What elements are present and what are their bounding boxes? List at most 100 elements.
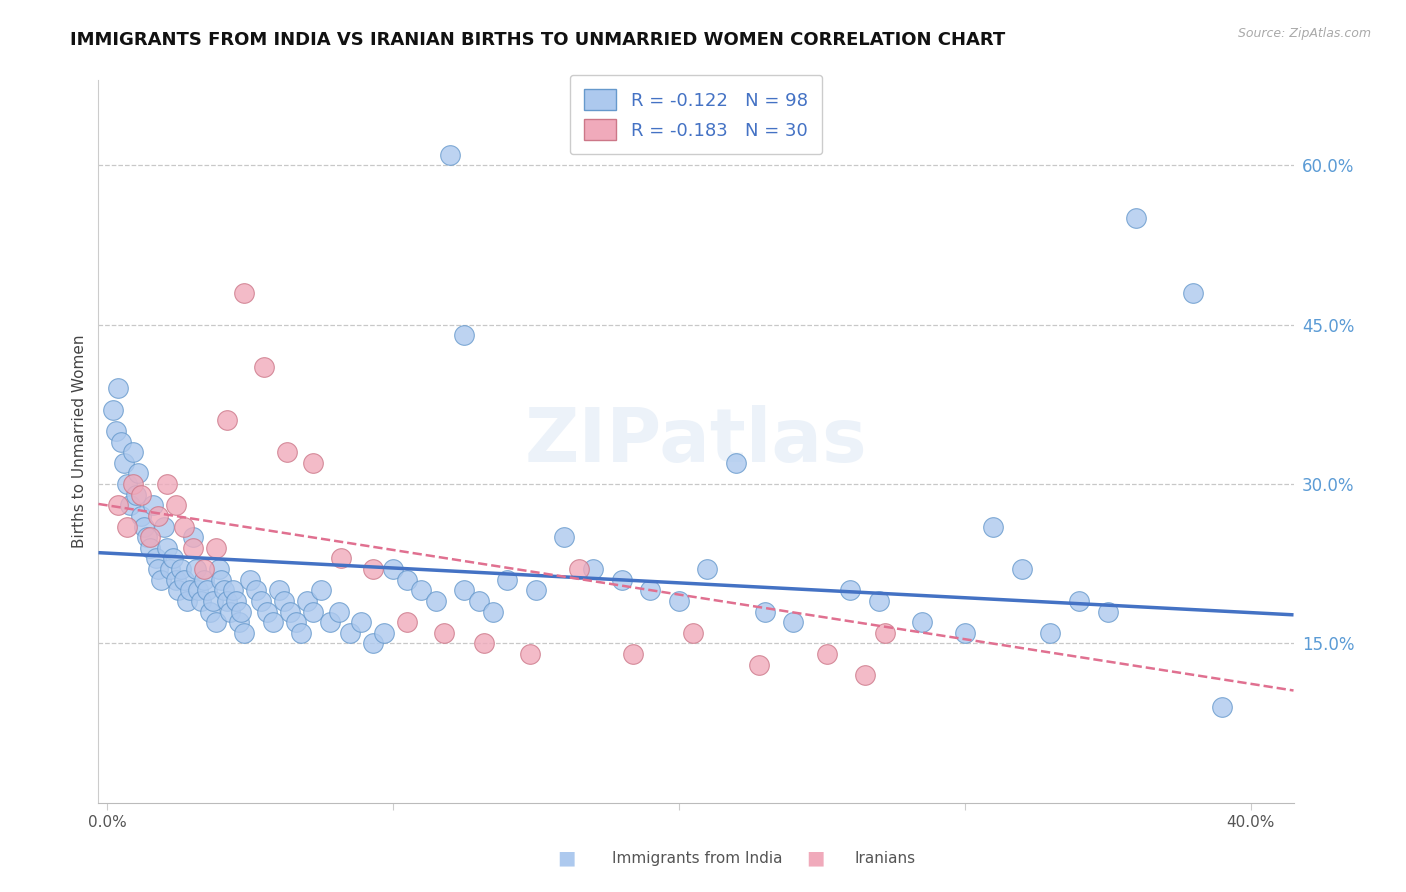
Point xyxy=(302,456,325,470)
Point xyxy=(284,615,307,630)
Point xyxy=(267,583,290,598)
Point xyxy=(373,625,395,640)
Point xyxy=(139,530,162,544)
Text: ■: ■ xyxy=(557,848,576,868)
Point xyxy=(519,647,541,661)
Point xyxy=(1097,605,1119,619)
Point xyxy=(124,488,146,502)
Point xyxy=(339,625,361,640)
Point xyxy=(724,456,747,470)
Point xyxy=(193,573,215,587)
Point xyxy=(176,594,198,608)
Point xyxy=(145,551,167,566)
Point xyxy=(425,594,447,608)
Point xyxy=(568,562,591,576)
Point xyxy=(262,615,284,630)
Point xyxy=(582,562,605,576)
Point xyxy=(911,615,934,630)
Point xyxy=(453,583,475,598)
Point xyxy=(181,541,204,555)
Point xyxy=(748,657,770,672)
Point xyxy=(127,467,149,481)
Point xyxy=(148,562,170,576)
Point xyxy=(121,477,143,491)
Point xyxy=(217,594,239,608)
Point xyxy=(754,605,776,619)
Point xyxy=(165,573,187,587)
Point xyxy=(233,285,256,300)
Point xyxy=(396,573,419,587)
Point xyxy=(165,498,187,512)
Point xyxy=(162,551,184,566)
Point xyxy=(439,147,461,161)
Point xyxy=(330,551,353,566)
Point xyxy=(222,583,245,598)
Point xyxy=(167,583,190,598)
Point xyxy=(1125,211,1147,226)
Text: IMMIGRANTS FROM INDIA VS IRANIAN BIRTHS TO UNMARRIED WOMEN CORRELATION CHART: IMMIGRANTS FROM INDIA VS IRANIAN BIRTHS … xyxy=(70,31,1005,49)
Text: ■: ■ xyxy=(806,848,825,868)
Point xyxy=(101,402,124,417)
Point xyxy=(467,594,489,608)
Point xyxy=(233,625,256,640)
Point xyxy=(104,424,127,438)
Point xyxy=(311,583,333,598)
Point xyxy=(278,605,301,619)
Y-axis label: Births to Unmarried Women: Births to Unmarried Women xyxy=(72,334,87,549)
Point xyxy=(621,647,644,661)
Point xyxy=(159,562,181,576)
Point xyxy=(290,625,312,640)
Point xyxy=(131,488,153,502)
Point xyxy=(207,562,229,576)
Point xyxy=(953,625,976,640)
Point xyxy=(328,605,350,619)
Legend: R = -0.122   N = 98, R = -0.183   N = 30: R = -0.122 N = 98, R = -0.183 N = 30 xyxy=(569,75,823,154)
Point xyxy=(131,508,153,523)
Point xyxy=(181,530,204,544)
Point xyxy=(173,573,195,587)
Point xyxy=(204,541,226,555)
Point xyxy=(276,445,298,459)
Point xyxy=(433,625,456,640)
Point xyxy=(253,360,276,375)
Point xyxy=(156,541,179,555)
Point xyxy=(361,636,384,650)
Point xyxy=(361,562,384,576)
Point xyxy=(179,583,201,598)
Point xyxy=(142,498,165,512)
Text: ZIPatlas: ZIPatlas xyxy=(524,405,868,478)
Point xyxy=(173,519,195,533)
Point xyxy=(1039,625,1062,640)
Point xyxy=(250,594,273,608)
Point xyxy=(295,594,318,608)
Point xyxy=(121,445,143,459)
Point xyxy=(201,594,224,608)
Point xyxy=(110,434,132,449)
Point xyxy=(136,530,159,544)
Point xyxy=(204,615,226,630)
Point xyxy=(482,605,505,619)
Text: Source: ZipAtlas.com: Source: ZipAtlas.com xyxy=(1237,27,1371,40)
Point xyxy=(212,583,235,598)
Point xyxy=(682,625,704,640)
Point xyxy=(190,594,212,608)
Point xyxy=(1211,700,1233,714)
Point xyxy=(411,583,433,598)
Point xyxy=(219,605,242,619)
Point xyxy=(256,605,278,619)
Point xyxy=(817,647,839,661)
Point xyxy=(553,530,575,544)
Point xyxy=(245,583,267,598)
Point xyxy=(134,519,156,533)
Point xyxy=(853,668,876,682)
Point xyxy=(195,583,218,598)
Point xyxy=(231,605,253,619)
Point xyxy=(319,615,342,630)
Point xyxy=(225,594,247,608)
Point xyxy=(981,519,1004,533)
Point xyxy=(610,573,633,587)
Point xyxy=(187,583,209,598)
Point xyxy=(1067,594,1090,608)
Point xyxy=(782,615,804,630)
Point xyxy=(153,519,176,533)
